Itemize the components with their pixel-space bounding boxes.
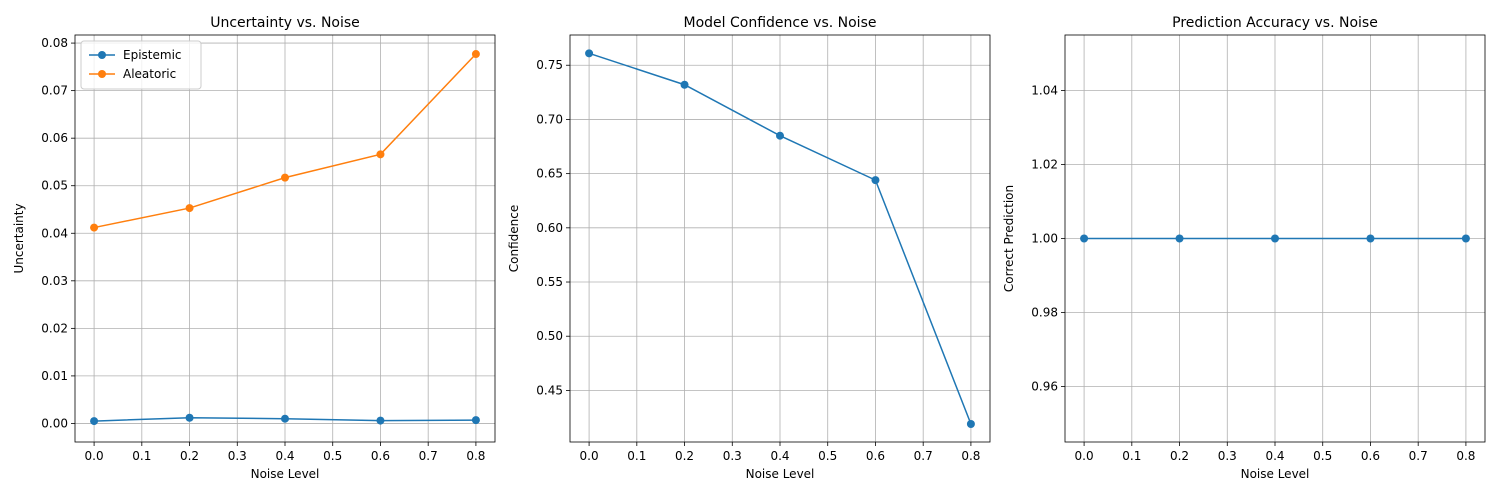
y-axis-label: Uncertainty	[12, 203, 26, 273]
x-tick-label: 0.7	[914, 449, 933, 463]
legend: Epistemic Aleatoric	[80, 40, 202, 90]
y-tick-label: 0.06	[41, 131, 68, 145]
data-point	[680, 80, 689, 89]
x-tick-label: 0.0	[580, 449, 599, 463]
chart-title: Uncertainty vs. Noise	[210, 15, 360, 31]
x-tick-label: 0.1	[132, 449, 151, 463]
x-tick-label: 0.6	[1361, 449, 1380, 463]
x-tick-label: 0.5	[818, 449, 837, 463]
data-point	[1080, 234, 1089, 243]
chart-panel-2: 0.0 0.1 0.2 0.3 0.4 0.5 0.6 0.7 0.8 0.45 0.50 0.55 0…	[507, 15, 991, 481]
data-point	[1461, 234, 1470, 243]
y-tick-label: 0.96	[1031, 380, 1058, 394]
x-tick-label: 0.2	[675, 449, 694, 463]
chart-panel-1: 0.0 0.1 0.2 0.3 0.4 0.5 0.6 0.7 0.8 0.00 0.01 0.02 0…	[12, 15, 496, 481]
y-tick-label: 1.00	[1031, 232, 1058, 246]
y-tick-label: 0.65	[536, 167, 563, 181]
x-tick-label: 0.7	[419, 449, 438, 463]
y-axis-label: Correct Prediction	[1002, 185, 1016, 292]
data-point	[376, 416, 385, 425]
y-tick-label: 0.60	[536, 221, 563, 235]
y-tick-label: 1.04	[1031, 84, 1058, 98]
data-point	[185, 204, 194, 213]
data-point	[1366, 234, 1375, 243]
x-tick-label: 0.4	[275, 449, 294, 463]
data-point	[281, 173, 289, 182]
chart-title: Model Confidence vs. Noise	[684, 15, 877, 31]
legend-marker-1	[98, 51, 106, 59]
y-tick-label: 0.45	[536, 383, 563, 397]
x-tick-label: 0.7	[1409, 449, 1428, 463]
chart-panel-3: 0.0 0.1 0.2 0.3 0.4 0.5 0.6 0.7 0.8 0.96 0.98 1.00 1…	[1002, 15, 1486, 481]
x-tick-label: 0.5	[323, 449, 342, 463]
legend-marker-2	[98, 70, 106, 78]
chart-title: Prediction Accuracy vs. Noise	[1172, 15, 1378, 31]
y-tick-label: 0.04	[41, 226, 68, 240]
x-tick-label: 0.5	[1313, 449, 1332, 463]
y-tick-label: 0.05	[41, 179, 68, 193]
data-point	[871, 176, 880, 185]
data-point	[90, 223, 99, 232]
y-tick-label: 0.08	[41, 36, 68, 50]
y-tick-label: 0.00	[41, 416, 68, 430]
x-tick-label: 0.6	[371, 449, 390, 463]
y-tick-label: 0.03	[41, 274, 68, 288]
data-point	[585, 49, 594, 58]
data-point	[966, 420, 975, 429]
x-tick-label: 0.0	[85, 449, 104, 463]
data-point	[1271, 234, 1279, 243]
data-point	[471, 416, 480, 425]
legend-label-2: Aleatoric	[123, 67, 176, 81]
x-axis-label: Noise Level	[746, 467, 815, 481]
y-tick-label: 0.70	[536, 112, 563, 126]
y-tick-label: 1.02	[1031, 158, 1058, 172]
data-point	[471, 50, 480, 59]
x-axis-label: Noise Level	[1241, 467, 1310, 481]
x-tick-label: 0.1	[1122, 449, 1141, 463]
y-tick-label: 0.50	[536, 329, 563, 343]
data-point	[776, 131, 784, 140]
y-axis-label: Confidence	[507, 205, 521, 272]
y-tick-label: 0.02	[41, 321, 68, 335]
x-tick-label: 0.2	[1170, 449, 1189, 463]
y-tick-label: 0.01	[41, 369, 68, 383]
data-point	[185, 413, 194, 422]
x-tick-label: 0.6	[866, 449, 885, 463]
x-tick-label: 0.1	[627, 449, 646, 463]
legend-box	[80, 40, 202, 90]
y-tick-label: 0.98	[1031, 306, 1058, 320]
x-tick-label: 0.3	[228, 449, 247, 463]
x-tick-label: 0.4	[1265, 449, 1284, 463]
data-point	[281, 414, 289, 423]
y-tick-label: 0.75	[536, 58, 563, 72]
y-tick-label: 0.55	[536, 275, 563, 289]
y-tick-label: 0.07	[41, 84, 68, 98]
x-axis-label: Noise Level	[251, 467, 320, 481]
x-tick-label: 0.4	[770, 449, 789, 463]
data-point	[1175, 234, 1184, 243]
legend-label-1: Epistemic	[123, 48, 182, 62]
data-point	[90, 417, 99, 426]
x-tick-label: 0.8	[1456, 449, 1475, 463]
x-tick-label: 0.8	[961, 449, 980, 463]
x-tick-label: 0.8	[466, 449, 485, 463]
x-tick-label: 0.3	[723, 449, 742, 463]
x-tick-label: 0.3	[1218, 449, 1237, 463]
x-tick-label: 0.2	[180, 449, 199, 463]
x-tick-label: 0.0	[1075, 449, 1094, 463]
data-point	[376, 150, 385, 159]
